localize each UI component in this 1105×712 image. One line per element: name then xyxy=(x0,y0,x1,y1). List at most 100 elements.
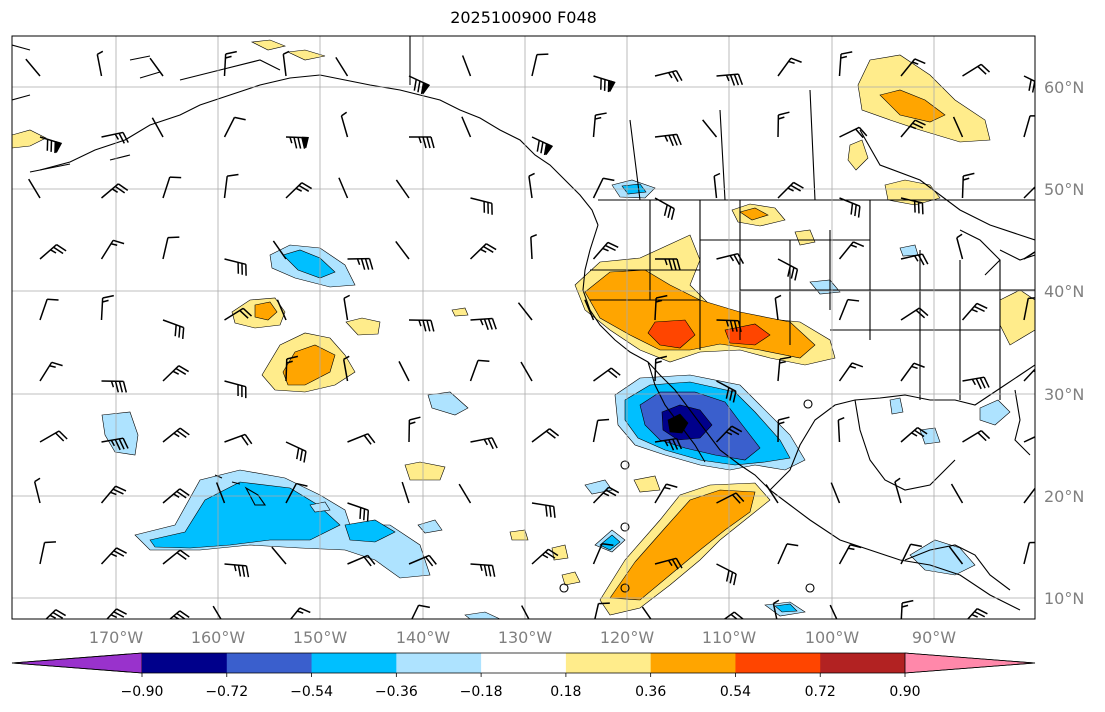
colorbar-ticks: −0.90 −0.72 −0.54 −0.36 −0.18 0.18 0.36 0.54 0.7… xyxy=(121,673,921,700)
wind-barb xyxy=(716,380,737,403)
wind-barb xyxy=(654,355,668,382)
colorbar-segment xyxy=(481,653,567,673)
positive-region xyxy=(345,317,381,336)
wind-barb xyxy=(285,182,313,199)
wind-barb xyxy=(215,482,226,504)
wind-barb xyxy=(39,136,63,154)
positive-region xyxy=(12,129,47,149)
wind-barb xyxy=(212,605,226,619)
colorbar-segment xyxy=(565,653,652,673)
wind-barb xyxy=(777,416,790,443)
wind-barb xyxy=(838,362,864,382)
map-title: 2025100900 F048 xyxy=(450,8,597,27)
wind-barb xyxy=(28,178,41,199)
shaded-field xyxy=(12,39,1035,619)
wind-barb xyxy=(777,181,804,199)
wind-barb xyxy=(347,257,374,270)
negative-region xyxy=(809,279,841,295)
colorbar-tick-label: 0.36 xyxy=(635,684,666,700)
colorbar-segment xyxy=(820,653,906,673)
wind-barb xyxy=(713,172,721,199)
negative-region xyxy=(417,519,443,534)
wind-barb xyxy=(461,116,472,138)
wind-barb xyxy=(829,604,841,619)
wind-barb xyxy=(716,563,737,586)
wind-barb xyxy=(162,610,190,619)
wind-barb xyxy=(285,136,309,149)
wind-barb xyxy=(900,58,926,77)
wind-barb xyxy=(467,625,494,644)
wind-barb xyxy=(39,541,57,565)
wind-barb xyxy=(100,239,125,260)
wind-barb xyxy=(285,482,308,504)
wind-barb xyxy=(900,543,922,565)
latitude-label: 30°N xyxy=(1044,385,1084,404)
wind-barb xyxy=(772,599,780,619)
wind-barb xyxy=(837,417,845,443)
wind-barb xyxy=(528,172,535,199)
wind-barb xyxy=(223,173,239,199)
wind-barb xyxy=(335,56,349,77)
colorbar-segment xyxy=(142,653,228,673)
wind-barb xyxy=(592,112,607,138)
longitude-label: 90°W xyxy=(912,628,956,647)
wind-barb xyxy=(948,545,964,565)
negative-region xyxy=(909,539,976,576)
negative-region xyxy=(344,519,396,543)
wind-barb xyxy=(223,50,237,77)
wind-barb xyxy=(285,355,299,382)
positive-region xyxy=(739,207,769,221)
colorbar-tick-label: −0.18 xyxy=(460,684,503,700)
wind-barb xyxy=(592,486,620,504)
wind-barb xyxy=(839,197,861,218)
longitude-label: 170°W xyxy=(89,628,144,647)
positive-region xyxy=(509,529,529,541)
wind-barb xyxy=(1023,541,1035,565)
wind-barb xyxy=(716,319,742,333)
colorbar xyxy=(11,652,1036,674)
wind-barb xyxy=(342,355,350,382)
wind-barb xyxy=(777,57,802,77)
wind-barb xyxy=(408,319,435,332)
positive-region xyxy=(282,344,336,386)
positive-region xyxy=(794,229,816,246)
wind-barb xyxy=(530,234,538,260)
wind-barb xyxy=(654,133,682,147)
positive-region xyxy=(609,489,756,601)
wind-barb xyxy=(1023,115,1035,138)
wind-barb xyxy=(224,258,247,276)
wind-barb xyxy=(408,604,430,619)
wind-barb xyxy=(961,607,988,619)
negative-region xyxy=(889,397,904,415)
wind-barb xyxy=(162,365,190,382)
wind-barb xyxy=(900,426,928,443)
negative-region xyxy=(282,249,336,279)
colorbar-segment xyxy=(226,653,313,673)
longitude-label: 160°W xyxy=(191,628,246,647)
wind-barb xyxy=(470,563,496,577)
colorbar-tick-label: 0.72 xyxy=(805,684,836,700)
wind-barb xyxy=(956,233,964,260)
positive-region xyxy=(633,475,661,493)
wind-barb xyxy=(716,252,745,265)
positive-region xyxy=(647,319,696,349)
positive-region xyxy=(847,139,869,171)
wind-barb xyxy=(592,602,610,619)
wind-barb xyxy=(338,177,349,199)
wind-barb xyxy=(343,294,351,321)
wind-barb xyxy=(1023,432,1035,443)
wind-barb xyxy=(224,433,253,446)
positive-region xyxy=(561,571,581,586)
wind-barb xyxy=(101,183,129,199)
positive-region xyxy=(250,39,286,51)
longitude-label: 120°W xyxy=(600,628,655,647)
colorbar-extend-high xyxy=(904,652,1036,674)
longitude-labels: 170°W 160°W 150°W 140°W 130°W 120°W 110°W 100°W… xyxy=(89,628,956,647)
wind-barb xyxy=(777,543,799,565)
wind-barb xyxy=(1023,75,1035,93)
wind-barb xyxy=(162,427,190,443)
wind-barb xyxy=(470,317,497,331)
wind-barb xyxy=(409,136,435,149)
wind-barb xyxy=(962,63,991,77)
